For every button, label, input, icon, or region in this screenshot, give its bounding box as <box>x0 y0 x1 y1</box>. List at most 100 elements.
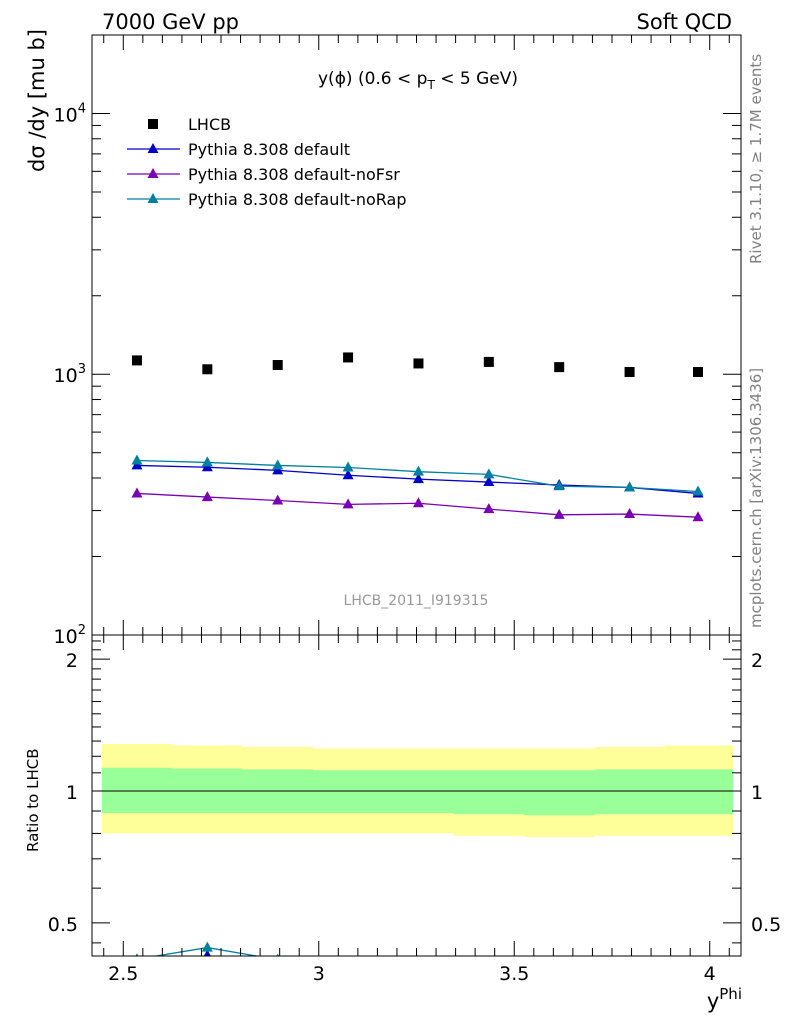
data-point-noRap <box>412 465 424 476</box>
data-point-noRap <box>272 459 284 470</box>
legend-label: Pythia 8.308 default-noRap <box>188 190 406 209</box>
data-point-noFsr <box>624 508 636 519</box>
y-tick-label: 104 <box>54 101 86 126</box>
ratio-series-noFsr <box>131 1000 703 1024</box>
series-default <box>131 459 704 498</box>
legend-marker-default <box>147 143 159 153</box>
legend-label: LHCB <box>188 115 231 134</box>
ratio-series-noRap <box>135 941 703 996</box>
legend: LHCB Pythia 8.308 default Pythia 8.308 def… <box>127 115 406 209</box>
legend-entry-noRap: Pythia 8.308 default-noRap <box>127 190 406 209</box>
data-point-noRap <box>692 485 704 496</box>
data-point-lhcb <box>343 352 354 363</box>
data-point-noRap <box>342 461 354 472</box>
ratio-point-noRap <box>554 985 565 995</box>
legend-entry-default: Pythia 8.308 default <box>127 140 350 159</box>
x-axis-title-base: y <box>707 989 719 1013</box>
x-tick-label: 4 <box>704 963 716 985</box>
data-point-noRap <box>201 456 213 467</box>
main-y-axis-title-text: dσ /dy [mu b] <box>25 29 49 172</box>
data-point-default <box>342 469 354 480</box>
main-plot-panel: 102 103 104 <box>54 34 742 648</box>
x-axis-title-sup: Phi <box>719 985 742 1003</box>
ratio-point-default <box>624 979 635 989</box>
ratio-plot-panel: 0.5 0.5 1 1 2 2 2.5 3 3.5 4 <box>48 634 781 1024</box>
ratio-point-noRap <box>135 953 139 956</box>
y-tick-label: 102 <box>54 623 86 648</box>
legend-marker-noFsr <box>147 168 159 178</box>
plot-title-subscript: T <box>426 78 435 92</box>
legend-label: Pythia 8.308 default-noFsr <box>188 165 400 184</box>
data-point-noRap <box>624 481 636 492</box>
legend-marker-noRap <box>147 193 159 203</box>
data-point-noFsr <box>483 503 495 514</box>
data-point-lhcb <box>131 355 142 366</box>
data-point-lhcb <box>554 362 565 373</box>
x-tick-label: 2.5 <box>108 963 138 985</box>
ratio-point-default <box>272 962 283 972</box>
ratio-point-noRap <box>201 941 213 952</box>
mcplots-label: mcplots.cern.ch [arXiv:1306.3436] <box>747 368 765 628</box>
ratio-y-tick-label-right: 2 <box>751 650 763 672</box>
ratio-point-noRap <box>413 967 424 977</box>
ratio-line-default <box>200 954 214 956</box>
data-point-noRap <box>553 480 565 491</box>
data-point-noFsr <box>272 494 284 505</box>
plot-title-main: y(ϕ) (0.6 < p <box>318 69 427 89</box>
ratio-y-tick-label: 2 <box>66 650 78 672</box>
ratio-point-noRap <box>692 986 703 996</box>
data-point-noFsr <box>342 498 354 509</box>
ratio-point-noRap <box>276 953 279 956</box>
data-point-lhcb <box>202 364 213 375</box>
ratio-point-default <box>343 983 354 993</box>
ratio-point-default <box>692 989 703 999</box>
ratio-line-noRap <box>152 946 261 956</box>
ratio-point-noRap <box>624 979 635 989</box>
analysis-label: LHCB_2011_I919315 <box>344 593 489 609</box>
legend-entry-noFsr: Pythia 8.308 default-noFsr <box>127 165 400 184</box>
ratio-point-noRap <box>343 970 354 980</box>
data-point-lhcb <box>624 367 635 378</box>
ratio-y-tick-label: 0.5 <box>48 914 78 936</box>
legend-marker-lhcb <box>148 119 158 129</box>
x-axis-title: yPhi <box>707 985 742 1013</box>
data-point-noFsr <box>412 497 424 508</box>
ratio-point-noFsr <box>413 1020 424 1024</box>
ratio-point-default <box>203 949 211 956</box>
data-point-noRap <box>131 454 143 465</box>
series-noFsr <box>131 487 704 522</box>
plot-title: y(ϕ) (0.6 < pT < 5 GeV) <box>318 69 518 92</box>
data-point-lhcb <box>413 358 424 369</box>
data-point-noFsr <box>131 487 143 498</box>
ratio-y-tick-label: 1 <box>66 782 78 804</box>
ratio-point-noFsr <box>202 1000 213 1010</box>
legend-entry-lhcb: LHCB <box>148 115 231 134</box>
ratio-y-tick-label-right: 1 <box>751 782 763 804</box>
main-y-axis-title: dσ /dy [mu b] <box>25 29 49 172</box>
uncertainty-band-inner <box>101 767 734 816</box>
data-point-default <box>412 473 424 484</box>
x-tick-label: 3.5 <box>499 963 529 985</box>
data-point-lhcb <box>692 367 703 378</box>
y-tick-label: 103 <box>54 362 86 387</box>
data-point-lhcb <box>272 360 283 371</box>
ratio-point-noFsr <box>272 1013 283 1023</box>
data-point-noFsr <box>201 491 213 502</box>
data-point-noFsr <box>553 508 565 519</box>
rivet-label: Rivet 3.1.10, ≥ 1.7M events <box>747 54 765 264</box>
data-point-noRap <box>483 468 495 479</box>
data-point-lhcb <box>483 356 494 367</box>
series-lhcb <box>131 352 703 378</box>
data-point-noFsr <box>692 511 704 522</box>
ratio-point-default <box>413 979 424 989</box>
ratio-line-noFsr <box>137 1006 698 1024</box>
ratio-y-axis-title: Ratio to LHCB <box>24 748 42 852</box>
ratio-point-noRap <box>483 974 494 984</box>
ratio-point-default <box>483 987 494 997</box>
process-label: Soft QCD <box>637 10 732 34</box>
ratio-point-noFsr <box>131 1008 142 1018</box>
series-noRap <box>131 454 704 496</box>
legend-label: Pythia 8.308 default <box>188 140 350 159</box>
data-point-default <box>483 476 495 487</box>
